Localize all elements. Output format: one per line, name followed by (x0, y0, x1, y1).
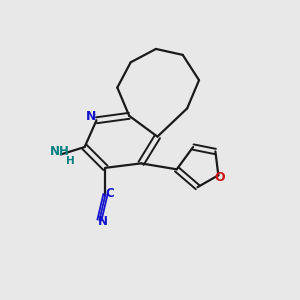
Text: N: N (98, 215, 107, 228)
Text: NH: NH (50, 145, 70, 158)
Text: H: H (66, 156, 75, 166)
Text: N: N (86, 110, 96, 123)
Text: C: C (105, 188, 114, 200)
Text: O: O (215, 170, 226, 184)
